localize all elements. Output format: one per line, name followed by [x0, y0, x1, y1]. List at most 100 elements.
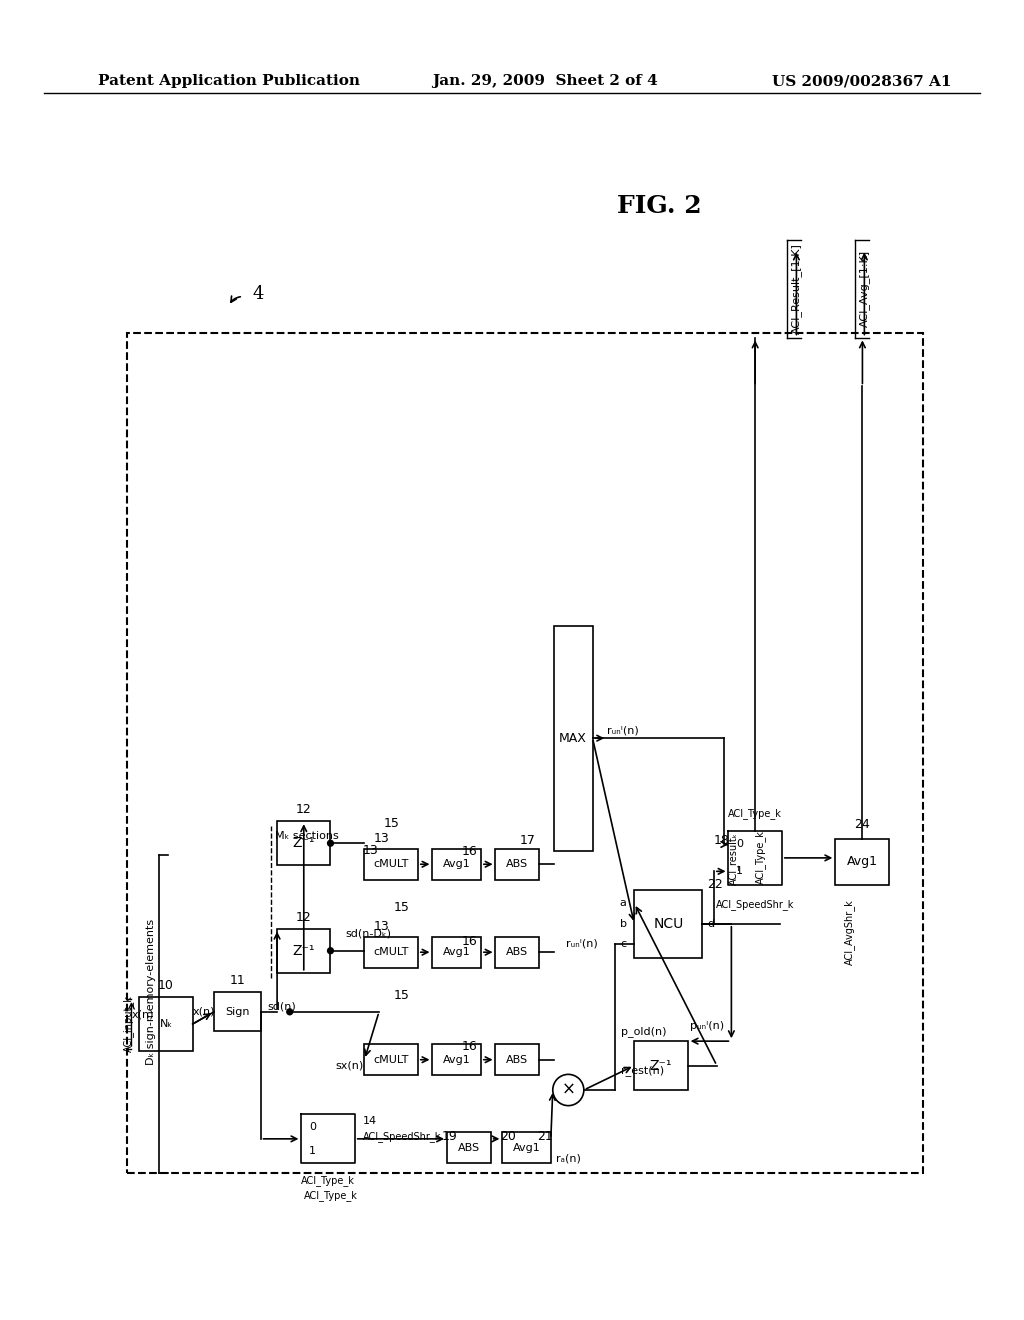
Text: 10: 10	[158, 979, 174, 991]
Text: Dₖ sign-memory-elements: Dₖ sign-memory-elements	[146, 919, 156, 1065]
Text: Avg1: Avg1	[442, 948, 471, 957]
Text: cMULT: cMULT	[374, 948, 409, 957]
Bar	[634, 1041, 688, 1090]
Text: MAX: MAX	[559, 731, 587, 744]
Text: 0: 0	[736, 840, 743, 850]
Text: 17: 17	[520, 834, 536, 847]
Bar	[365, 1044, 418, 1076]
Polygon shape	[301, 1114, 354, 1163]
Text: Patent Application Publication: Patent Application Publication	[97, 74, 359, 88]
Text: Sign: Sign	[225, 1007, 250, 1016]
Text: pᵤₙᴵ(n): pᵤₙᴵ(n)	[689, 1022, 724, 1031]
Text: ACI_Avg_[1:K]: ACI_Avg_[1:K]	[859, 249, 869, 327]
Circle shape	[553, 1074, 584, 1106]
Circle shape	[328, 948, 334, 953]
Text: cMULT: cMULT	[374, 859, 409, 870]
Text: 14: 14	[362, 1117, 377, 1126]
Text: Z⁻¹: Z⁻¹	[650, 1059, 672, 1073]
Text: 19: 19	[442, 1130, 458, 1143]
Bar	[432, 1044, 481, 1076]
Text: Nₖ: Nₖ	[160, 1019, 172, 1030]
Text: Avg1: Avg1	[442, 1055, 471, 1065]
Text: Z⁻¹: Z⁻¹	[293, 944, 315, 958]
Bar	[139, 997, 193, 1051]
Text: ABS: ABS	[506, 948, 528, 957]
Bar	[278, 929, 331, 973]
Text: x(n): x(n)	[193, 1007, 215, 1016]
Text: 4: 4	[253, 285, 264, 302]
Text: 1: 1	[736, 866, 743, 876]
Text: ACI_resultₖ: ACI_resultₖ	[728, 832, 739, 884]
Text: US 2009/0028367 A1: US 2009/0028367 A1	[772, 74, 951, 88]
Text: 1: 1	[309, 1146, 316, 1156]
Bar	[365, 849, 418, 880]
Bar	[432, 937, 481, 968]
Text: Avg1: Avg1	[847, 855, 878, 869]
Text: 12: 12	[296, 911, 311, 924]
Bar	[836, 838, 889, 884]
Text: ACI_SpeedShr_k: ACI_SpeedShr_k	[362, 1131, 441, 1142]
Text: ABS: ABS	[506, 859, 528, 870]
Bar	[496, 1044, 540, 1076]
Bar	[446, 1133, 490, 1163]
Text: 0: 0	[309, 1122, 316, 1131]
Text: NCU: NCU	[653, 917, 683, 931]
Bar	[634, 890, 702, 958]
Text: ABS: ABS	[506, 1055, 528, 1065]
Text: 11: 11	[229, 974, 245, 987]
Text: ACI_Type_k: ACI_Type_k	[304, 1191, 358, 1201]
Text: Jan. 29, 2009  Sheet 2 of 4: Jan. 29, 2009 Sheet 2 of 4	[432, 74, 658, 88]
Text: r_est(n): r_est(n)	[621, 1065, 664, 1076]
Text: 16: 16	[462, 1040, 477, 1053]
Text: Z⁻¹: Z⁻¹	[293, 837, 315, 850]
Text: 16: 16	[462, 935, 477, 948]
Circle shape	[328, 841, 334, 846]
Text: cMULT: cMULT	[374, 1055, 409, 1065]
Text: Avg1: Avg1	[442, 859, 471, 870]
Bar	[432, 849, 481, 880]
Text: p_old(n): p_old(n)	[621, 1026, 667, 1036]
Text: sd(n-Dₖ): sd(n-Dₖ)	[345, 929, 391, 939]
Bar	[278, 821, 331, 865]
Text: 15: 15	[384, 817, 399, 830]
Text: b: b	[620, 919, 627, 929]
Text: sx(n): sx(n)	[335, 1060, 364, 1071]
Text: ACI_Type_k: ACI_Type_k	[301, 1175, 355, 1185]
Text: 13: 13	[362, 843, 378, 857]
Text: rᵤₙᴵ(n): rᵤₙᴵ(n)	[607, 726, 639, 735]
Bar	[496, 849, 540, 880]
Circle shape	[287, 1008, 293, 1015]
Text: d: d	[708, 919, 714, 929]
Text: ACI_SpeedShr_k: ACI_SpeedShr_k	[716, 899, 795, 911]
Text: Mₖ sections: Mₖ sections	[275, 830, 339, 841]
Polygon shape	[728, 832, 782, 884]
Text: 13: 13	[374, 920, 390, 933]
Text: ×: ×	[561, 1081, 575, 1100]
Text: ACI_Type_k: ACI_Type_k	[755, 830, 766, 884]
Text: x(n): x(n)	[131, 1010, 154, 1019]
Text: 12: 12	[296, 803, 311, 816]
Text: 24: 24	[855, 817, 870, 830]
Text: a: a	[620, 899, 627, 908]
Text: rᵤₙᴵ(n): rᵤₙᴵ(n)	[565, 939, 597, 948]
Text: Avg1: Avg1	[513, 1143, 541, 1152]
Text: FIG. 2: FIG. 2	[616, 194, 701, 218]
Text: 13: 13	[374, 833, 390, 845]
Text: ABS: ABS	[458, 1143, 480, 1152]
Text: ACI_AvgShr_k: ACI_AvgShr_k	[845, 899, 855, 965]
Text: 15: 15	[393, 900, 410, 913]
Text: ACI_Result_[1:K]: ACI_Result_[1:K]	[791, 243, 802, 334]
Bar	[554, 626, 593, 850]
Text: 20: 20	[501, 1130, 516, 1143]
Bar	[496, 937, 540, 968]
Bar	[503, 1133, 551, 1163]
Text: sd(n): sd(n)	[267, 1002, 296, 1012]
Text: ACI_input_k: ACI_input_k	[123, 995, 133, 1052]
Text: 15: 15	[393, 989, 410, 1002]
Text: rₐ(n): rₐ(n)	[556, 1154, 581, 1163]
Text: c: c	[621, 940, 627, 949]
Bar	[214, 993, 260, 1031]
Text: ACI_Type_k: ACI_Type_k	[728, 808, 782, 820]
Bar	[365, 937, 418, 968]
Text: 21: 21	[538, 1130, 553, 1143]
